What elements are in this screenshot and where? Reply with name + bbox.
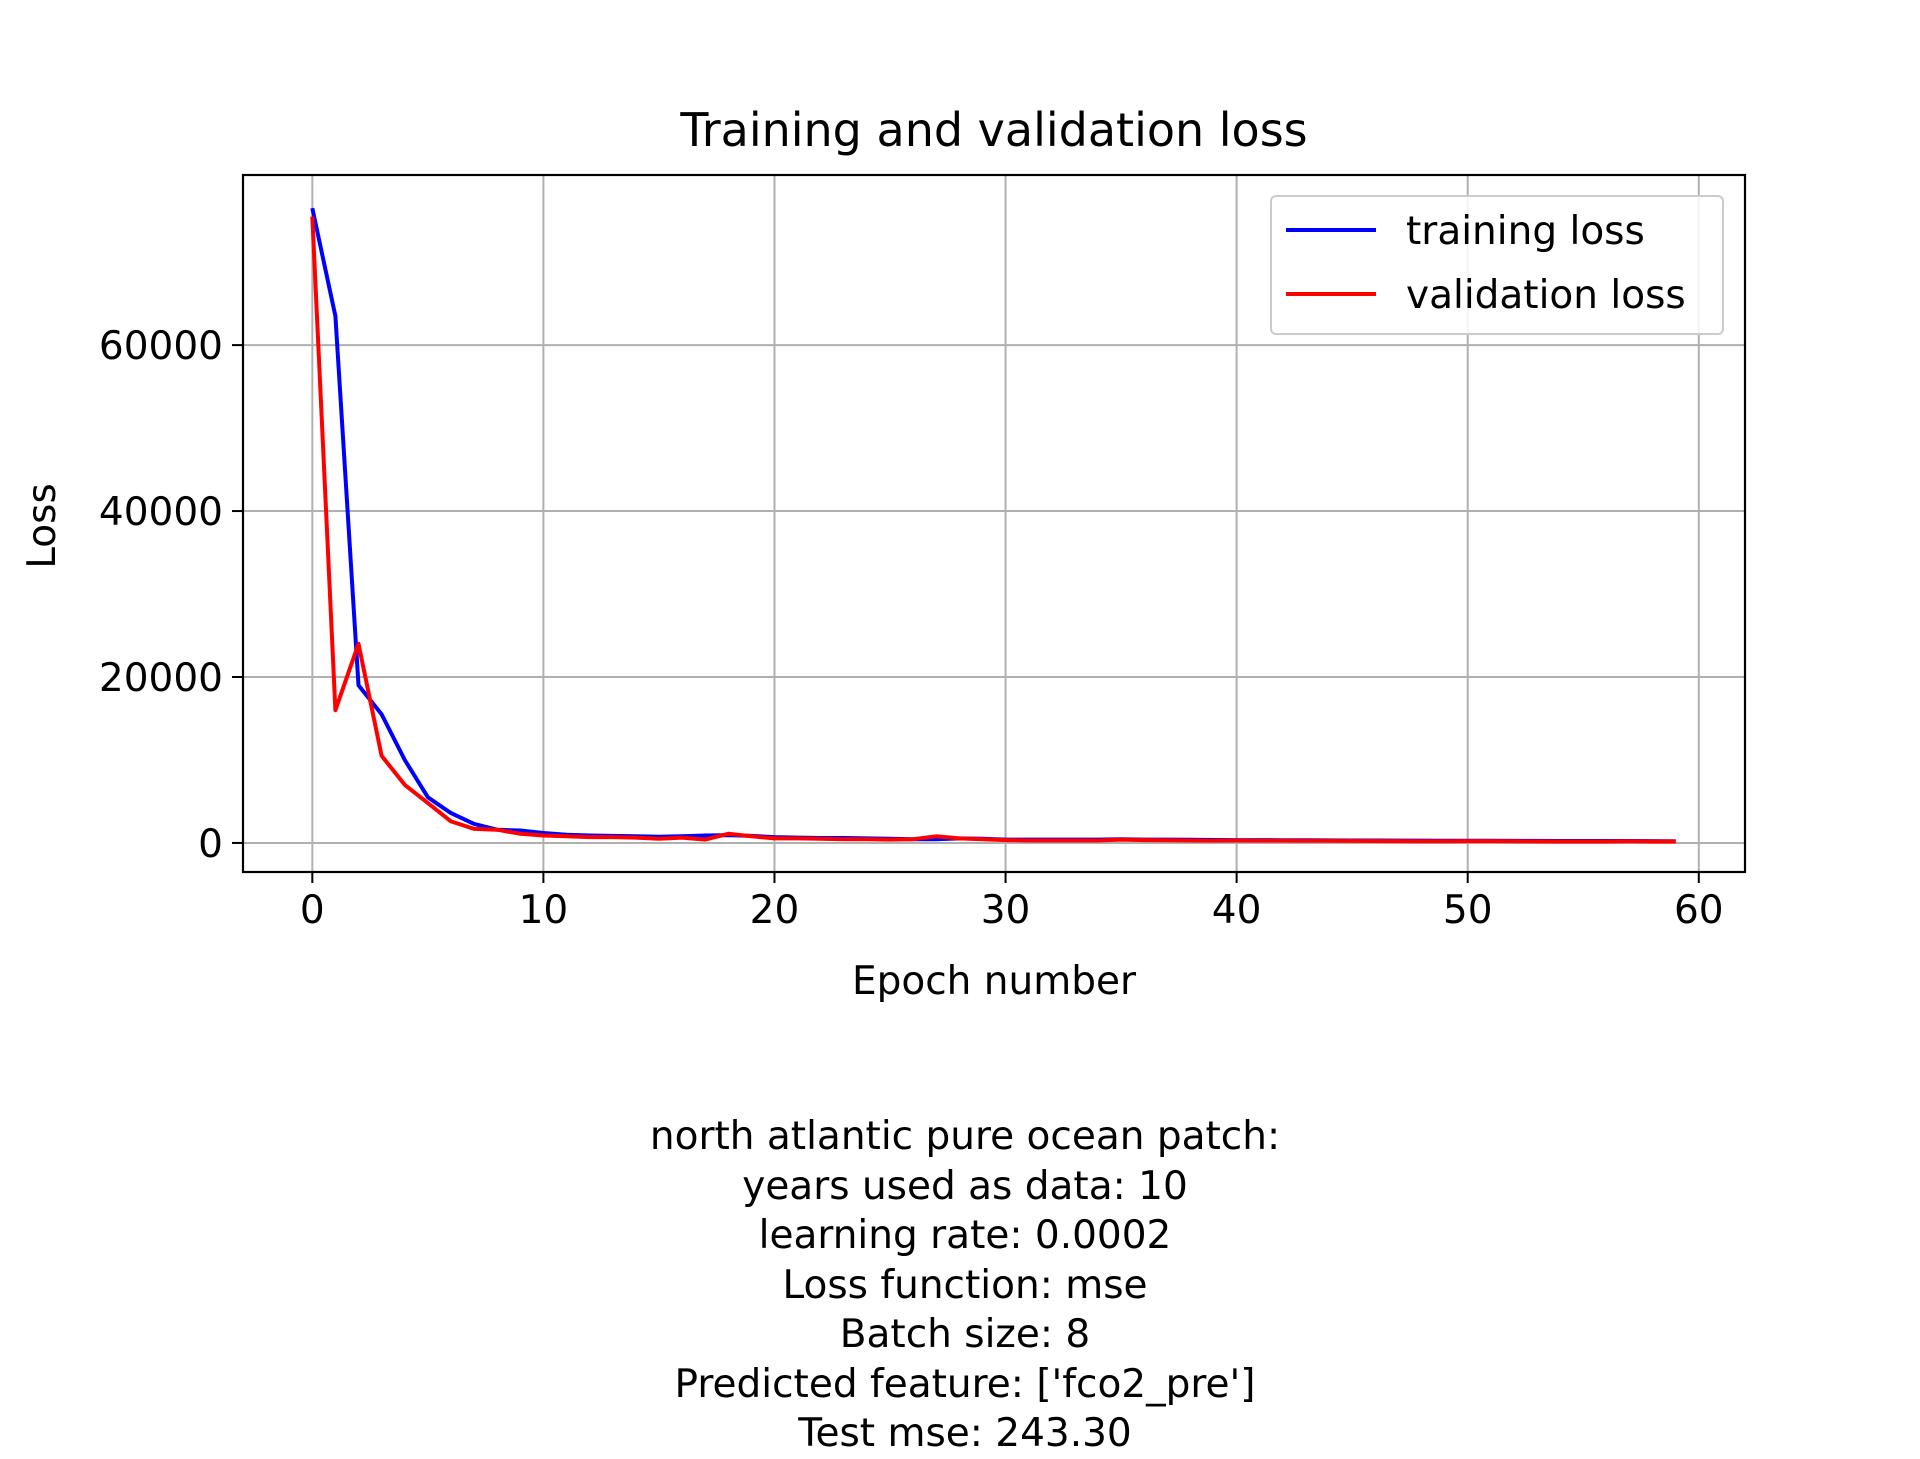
validation-loss-line (310, 216, 1676, 844)
x-tick-label: 30 (981, 888, 1031, 933)
ticks: 0 10 20 30 40 50 60 0 20000 40000 60000 (99, 324, 1724, 933)
caption-line-predicted-feature: Predicted feature: ['fco2_pre'] (674, 1361, 1256, 1407)
legend-box (1270, 195, 1724, 335)
y-tick-label: 40000 (99, 490, 223, 535)
x-tick-label: 60 (1674, 888, 1724, 933)
x-axis-label: Epoch number (852, 959, 1137, 1004)
y-tick-label: 0 (198, 822, 223, 867)
caption-line-years: years used as data: 10 (742, 1163, 1188, 1209)
x-tick-label: 50 (1443, 888, 1493, 933)
chart-title: Training and validation loss (679, 103, 1307, 157)
y-tick-label: 20000 (99, 656, 223, 701)
caption-line-learning-rate: learning rate: 0.0002 (758, 1213, 1172, 1258)
legend-label-training: training loss (1406, 209, 1645, 254)
caption-line-test-mse: Test mse: 243.30 (798, 1411, 1132, 1456)
legend-label-validation: validation loss (1406, 273, 1686, 318)
x-tick-label: 20 (750, 888, 800, 933)
y-tick-label: 60000 (99, 324, 223, 369)
loss-chart: 0 10 20 30 40 50 60 0 20000 40000 60000 Training a… (20, 103, 1747, 1004)
x-tick-label: 10 (519, 888, 569, 933)
caption-line-patch: north atlantic pure ocean patch: (649, 1114, 1281, 1159)
caption-line-batch-size: Batch size: 8 (839, 1312, 1091, 1357)
series-layer (310, 207, 1676, 844)
x-tick-label: 40 (1212, 888, 1262, 933)
caption: north atlantic pure ocean patch: years u… (0, 1112, 1920, 1459)
x-tick-label: 0 (300, 888, 325, 933)
plot-frame (241, 173, 1747, 874)
legend: training loss validation loss (1270, 195, 1724, 335)
caption-line-loss-function: Loss function: mse (782, 1262, 1148, 1308)
y-axis-label: Loss (20, 483, 65, 569)
